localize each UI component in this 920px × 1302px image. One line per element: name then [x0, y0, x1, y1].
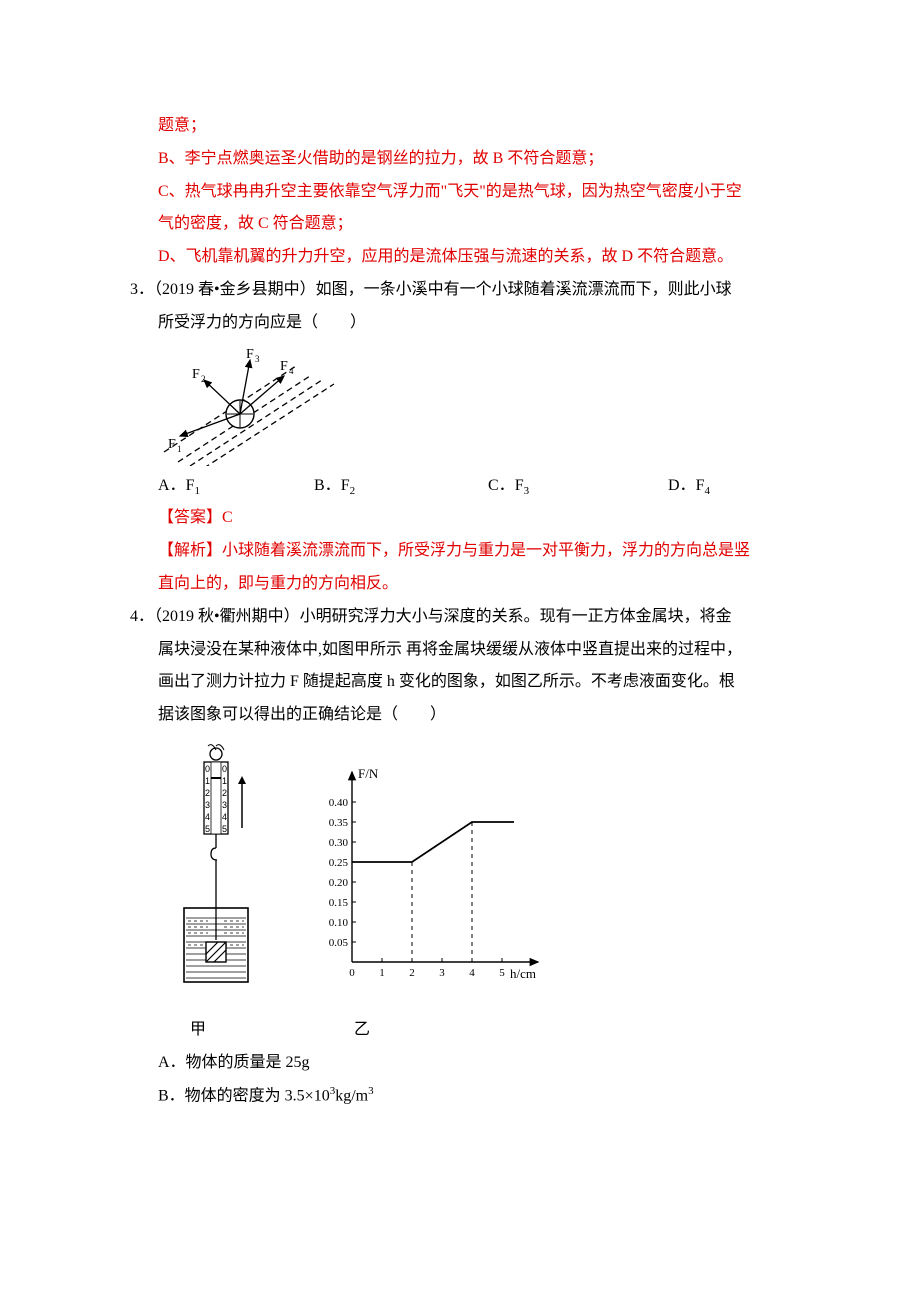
q4-figure: 0 0 1 1 2 2 3 3 4 4 5 5 [130, 740, 810, 1010]
svg-text:1: 1 [205, 776, 210, 786]
svg-text:0.35: 0.35 [329, 817, 349, 829]
svg-text:F: F [192, 367, 200, 382]
svg-text:3: 3 [222, 800, 227, 810]
svg-text:h/cm: h/cm [510, 966, 536, 981]
svg-text:1: 1 [177, 444, 182, 454]
svg-text:0: 0 [205, 764, 210, 774]
q4-stem-4: 据该图象可以得出的正确结论是（ ） [130, 699, 810, 732]
q2-opt-d: D、飞机靠机翼的升力升空，应用的是流体压强与流速的关系，故 D 不符合题意。 [130, 241, 810, 274]
q4-stem-2: 属块浸没在某种液体中,如图甲所示 再将金属块缓缓从液体中竖直提出来的过程中， [130, 634, 810, 667]
svg-text:2: 2 [201, 374, 206, 384]
q4-cap-jia: 甲 [158, 1014, 238, 1047]
svg-text:4: 4 [205, 812, 210, 822]
q3-answer: 【答案】C [130, 502, 810, 535]
svg-text:1: 1 [222, 776, 227, 786]
svg-text:0.30: 0.30 [329, 837, 349, 849]
svg-text:0.25: 0.25 [329, 857, 349, 869]
svg-text:0: 0 [222, 764, 227, 774]
svg-text:4: 4 [289, 366, 294, 376]
q3-opt-b: B．F2 [314, 470, 488, 503]
q4-opt-b: B．物体的密度为 3.5×103kg/m3 [130, 1080, 810, 1113]
q2-opt-b: B、李宁点燃奥运圣火借助的是钢丝的拉力，故 B 不符合题意； [130, 143, 810, 176]
svg-text:0.15: 0.15 [329, 897, 349, 909]
q4-jia: 0 0 1 1 2 2 3 3 4 4 5 5 [184, 745, 248, 982]
q3-figure: F1 F2 F3 F4 [130, 346, 810, 466]
page: 题意； B、李宁点燃奥运圣火借助的是钢丝的拉力，故 B 不符合题意； C、热气球… [0, 0, 920, 1302]
q3-exp-1: 【解析】小球随着溪流漂流而下，所受浮力与重力是一对平衡力，浮力的方向总是竖 [130, 535, 810, 568]
svg-text:3: 3 [255, 354, 260, 364]
q4-opt-a: A．物体的质量是 25g [130, 1047, 810, 1080]
svg-text:F/N: F/N [358, 766, 379, 781]
q3-svg: F1 F2 F3 F4 [158, 346, 338, 466]
q2-opt-c: C、热气球冉冉升空主要依靠空气浮力而"飞天"的是热气球，因为热空气密度小于空 [130, 176, 810, 209]
q3-opt-a: A．F1 [158, 470, 314, 503]
svg-text:F: F [168, 437, 176, 452]
svg-text:4: 4 [222, 812, 227, 822]
svg-text:F: F [246, 347, 254, 362]
q3-opt-d: D．F4 [668, 470, 768, 503]
q3-stem-1: 3．（2019 春•金乡县期中）如图，一条小溪中有一个小球随着溪流漂流而下，则此… [130, 274, 810, 307]
svg-text:4: 4 [469, 967, 475, 979]
q3-exp-2: 直向上的，即与重力的方向相反。 [130, 568, 810, 601]
svg-text:2: 2 [205, 788, 210, 798]
q4-stem-3: 画出了测力计拉力 F 随提起高度 h 变化的图象，如图乙所示。不考虑液面变化。根 [130, 666, 810, 699]
svg-text:F: F [280, 359, 288, 374]
q2-cont: 题意； [130, 110, 810, 143]
svg-text:2: 2 [222, 788, 227, 798]
q3-options: A．F1 B．F2 C．F3 D．F4 [130, 470, 810, 503]
svg-text:1: 1 [379, 967, 385, 979]
svg-text:2: 2 [409, 967, 415, 979]
svg-text:5: 5 [222, 824, 227, 834]
q3-opt-c: C．F3 [488, 470, 668, 503]
svg-text:3: 3 [439, 967, 445, 979]
svg-text:0.05: 0.05 [329, 937, 349, 949]
q4-captions: 甲 乙 [130, 1014, 810, 1047]
svg-text:5: 5 [499, 967, 505, 979]
svg-text:0.10: 0.10 [329, 917, 349, 929]
svg-text:5: 5 [205, 824, 210, 834]
q3-stem-2: 所受浮力的方向应是（ ） [130, 307, 810, 340]
svg-text:3: 3 [205, 800, 210, 810]
svg-text:0.40: 0.40 [329, 797, 349, 809]
q4-chart: F/N h/cm 0.05 0.10 0.15 0.20 0.25 0.30 0… [329, 766, 538, 981]
svg-text:0.20: 0.20 [329, 877, 349, 889]
q4-svg: 0 0 1 1 2 2 3 3 4 4 5 5 [158, 740, 558, 1010]
q2-opt-c2: 气的密度，故 C 符合题意； [130, 208, 810, 241]
q4-cap-yi: 乙 [272, 1014, 452, 1047]
svg-text:0: 0 [349, 967, 355, 979]
q4-stem-1: 4．（2019 秋•衢州期中）小明研究浮力大小与深度的关系。现有一正方体金属块，… [130, 601, 810, 634]
